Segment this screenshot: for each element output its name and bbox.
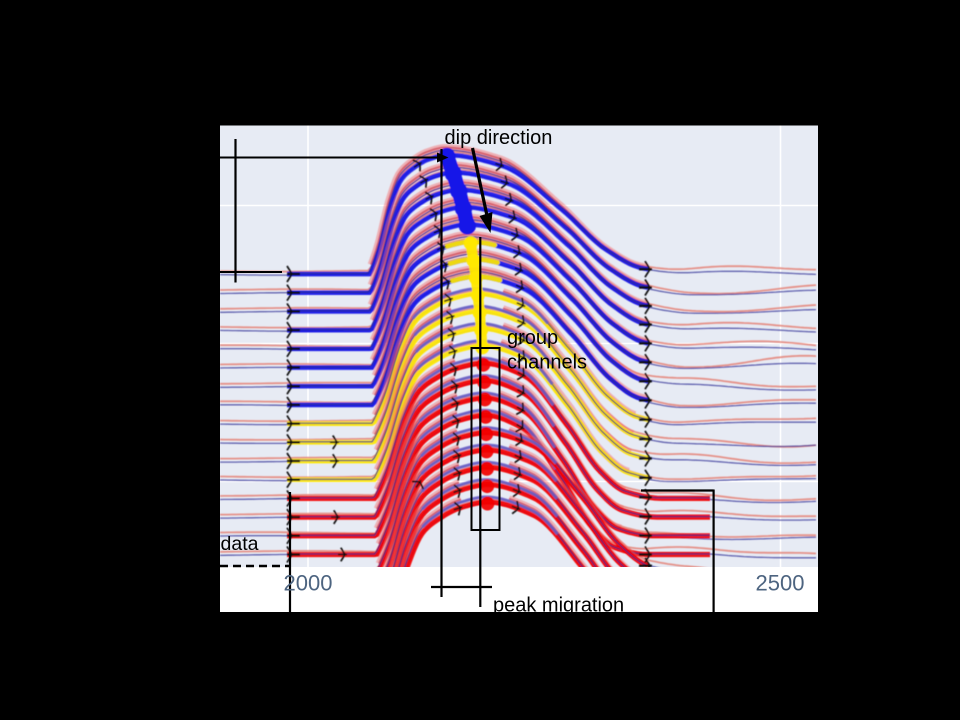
svg-text:peak migration: peak migration bbox=[493, 595, 624, 617]
svg-text:2000: 2000 bbox=[284, 571, 333, 596]
svg-text:group: group bbox=[507, 327, 558, 349]
svg-text:2500: 2500 bbox=[756, 571, 805, 596]
svg-text:channels: channels bbox=[507, 352, 587, 374]
svg-text:dip direction: dip direction bbox=[445, 127, 553, 149]
svg-text:data: data bbox=[221, 533, 259, 555]
